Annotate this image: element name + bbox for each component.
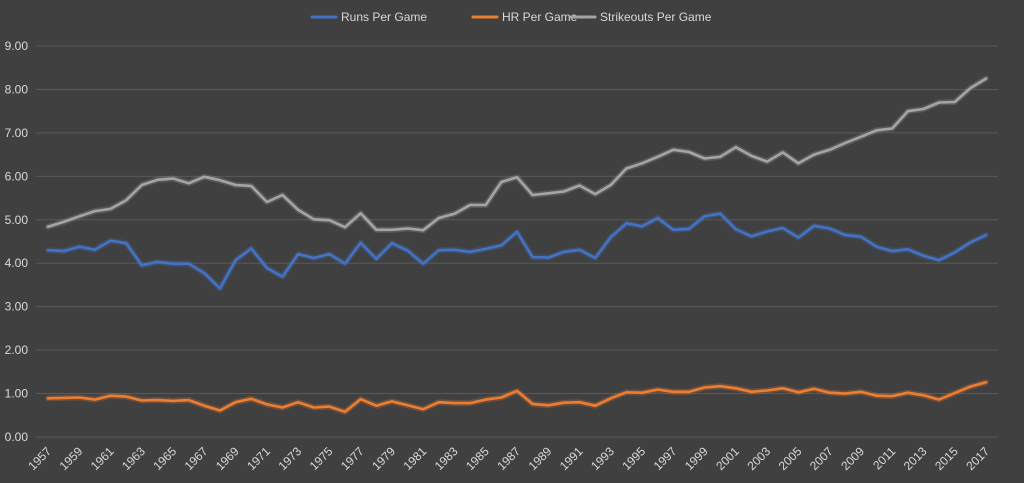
x-tick-label: 1981 [401,444,430,473]
x-tick-label: 1979 [369,444,398,473]
x-tick-label: 1997 [651,444,680,473]
x-tick-label: 2001 [713,444,742,473]
series-line-glow [45,75,989,234]
y-tick-label: 2.00 [5,343,29,357]
series-line-strikeouts-per-game [46,77,988,232]
x-tick-label: 1971 [244,444,273,473]
x-tick-label: 1963 [119,444,148,473]
series-line-glow [45,210,989,292]
x-tick-label: 1977 [338,444,367,473]
x-tick-label: 1961 [88,444,117,473]
x-tick-label: 1959 [57,444,86,473]
legend-label: Runs Per Game [341,10,427,24]
x-tick-label: 1991 [557,444,586,473]
x-tick-label: 2007 [807,444,836,473]
x-tick-label: 2013 [901,444,930,473]
series-line-glow [45,379,989,415]
y-tick-label: 9.00 [5,39,29,53]
series-lines [45,75,989,415]
y-tick-label: 1.00 [5,387,29,401]
x-tick-label: 1969 [213,444,242,473]
x-tick-label: 2005 [776,444,805,473]
x-tick-label: 1987 [494,444,523,473]
x-tick-label: 2009 [838,444,867,473]
y-tick-label: 3.00 [5,300,29,314]
x-tick-label: 1985 [463,444,492,473]
y-tick-label: 0.00 [5,430,29,444]
x-tick-label: 1967 [182,444,211,473]
y-tick-label: 4.00 [5,256,29,270]
x-tick-label: 1993 [588,444,617,473]
x-tick-label: 1957 [25,444,54,473]
y-tick-label: 8.00 [5,82,29,96]
gridlines [36,45,998,438]
x-tick-label: 2015 [932,444,961,473]
legend: Runs Per Game HR Per Game Strikeouts Per G… [310,10,712,24]
x-tick-label: 2011 [870,444,898,472]
x-axis-ticks: 1957 1959 1961 1963 1965 1967 1969 1971 1973 1975… [25,444,992,473]
y-axis-ticks: 0.00 1.00 2.00 3.00 4.00 5.00 6.00 7.00 8.00 9.00 [5,39,29,444]
x-tick-label: 1965 [150,444,179,473]
x-tick-label: 1999 [682,444,711,473]
y-tick-label: 5.00 [5,213,29,227]
x-tick-label: 1975 [307,444,336,473]
x-tick-label: 1983 [432,444,461,473]
y-tick-label: 7.00 [5,126,29,140]
x-tick-label: 2017 [963,444,992,473]
legend-label: HR Per Game [502,10,578,24]
y-tick-label: 6.00 [5,169,29,183]
series-line-hr-per-game [46,380,988,414]
x-tick-label: 1995 [619,444,648,473]
x-tick-label: 2003 [744,444,773,473]
series-line-runs-per-game [46,212,988,290]
legend-label: Strikeouts Per Game [600,10,712,24]
x-tick-label: 1973 [275,444,304,473]
x-tick-label: 1989 [526,444,555,473]
